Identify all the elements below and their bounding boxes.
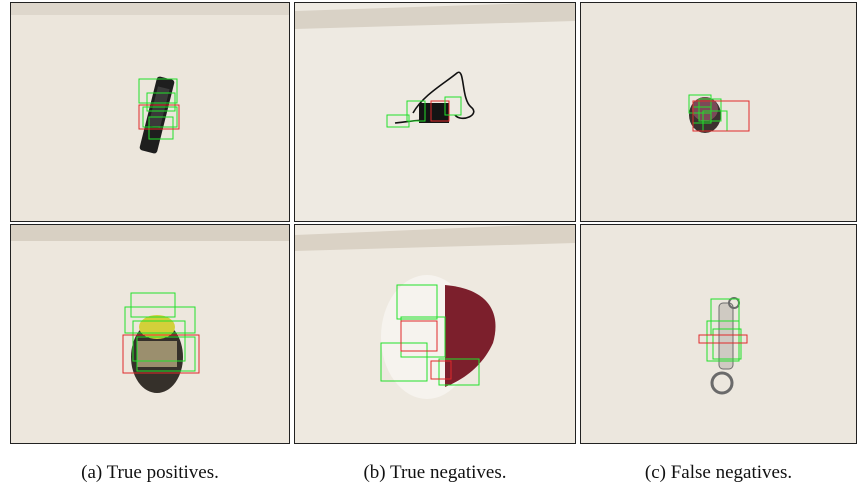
panel-b-bottom [294,224,576,444]
caption-c: (c) False negatives. [644,462,793,483]
panel-a-top [10,2,290,222]
jar-image [11,225,289,443]
power-adapter-image [295,3,575,221]
keychain-image [581,225,856,443]
panel-b-top [294,2,576,222]
panel-c-bottom [580,224,857,444]
small-object-image [581,3,856,221]
baseball-cap-image [295,225,575,443]
caption-b: (b) True negatives. [363,462,507,483]
panel-c-top [580,2,857,222]
panel-a-bottom [10,224,290,444]
remote-control-image [11,3,289,221]
caption-a: (a) True positives. [81,462,219,483]
